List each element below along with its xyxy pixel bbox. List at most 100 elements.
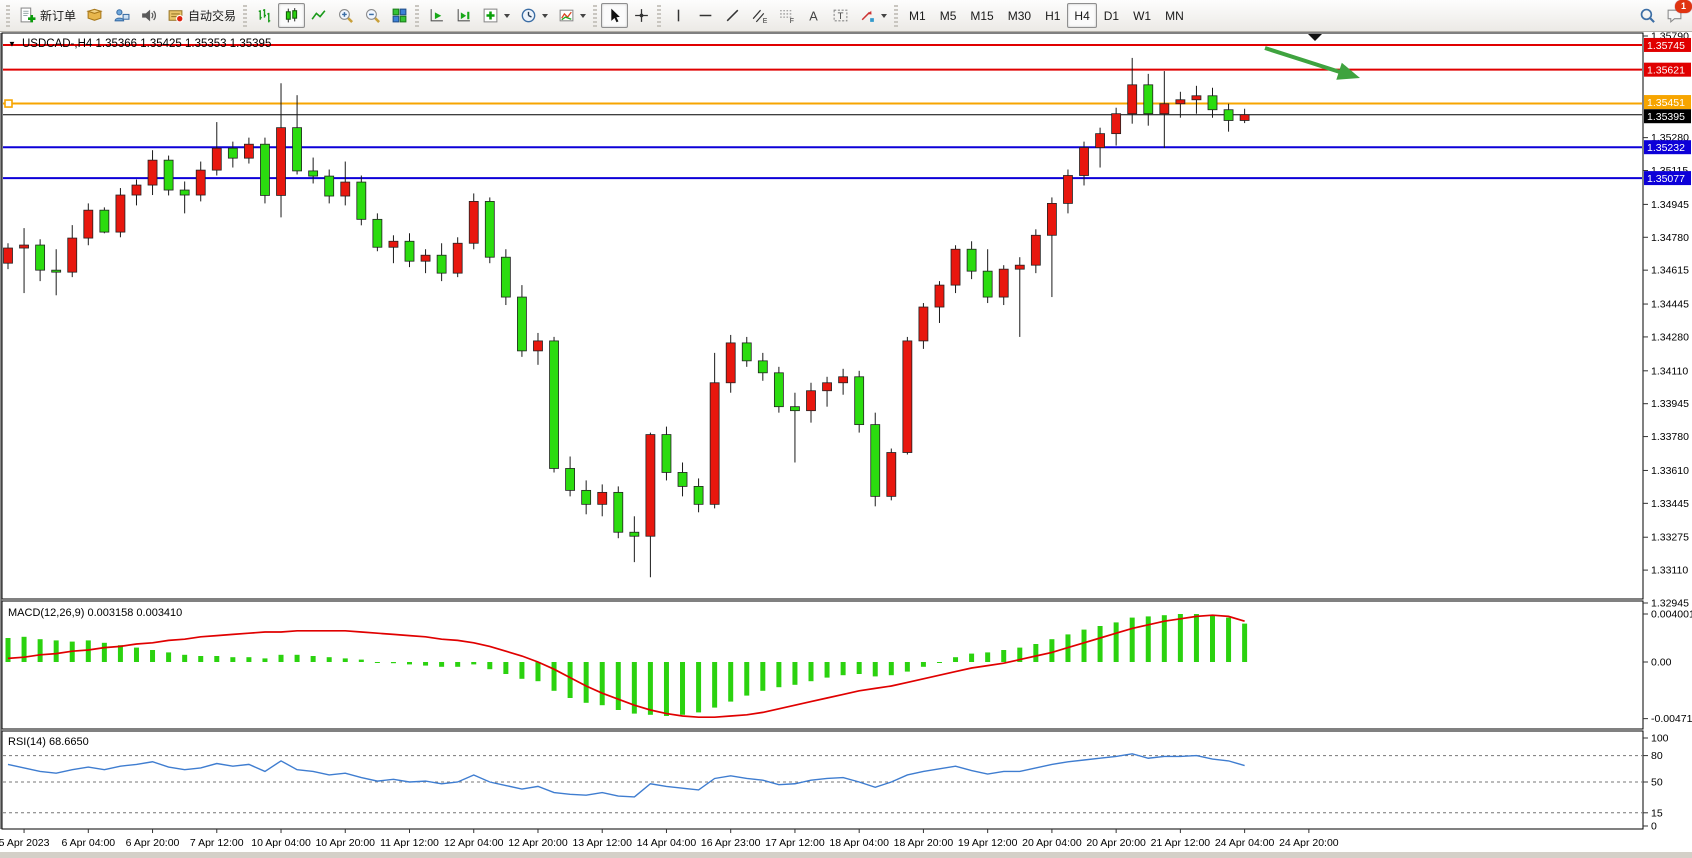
- x-tick-label[interactable]: 18 Apr 04:00: [829, 837, 889, 849]
- alerts-button[interactable]: [135, 3, 162, 28]
- macd-tick-label: 0.004001: [1651, 608, 1692, 620]
- candle: [918, 306, 929, 342]
- timeframe-m15[interactable]: M15: [963, 3, 1000, 28]
- vertical-line-button[interactable]: [665, 3, 692, 28]
- y-tick-label: 1.35790: [1651, 32, 1689, 42]
- tile-windows-button[interactable]: [386, 3, 413, 28]
- toolbar-grip[interactable]: [415, 4, 420, 27]
- symbol-menu-icon[interactable]: ▼: [8, 40, 16, 49]
- x-tick-label[interactable]: 20 Apr 04:00: [1022, 837, 1082, 849]
- x-tick-label[interactable]: 11 Apr 12:00: [380, 837, 439, 849]
- crosshair-icon: [633, 7, 650, 24]
- indicators-icon: [482, 7, 499, 24]
- x-tick-label[interactable]: 17 Apr 12:00: [765, 837, 825, 849]
- toolbar-grip[interactable]: [657, 4, 662, 27]
- x-tick-label[interactable]: 6 Apr 20:00: [126, 837, 180, 849]
- x-tick-label[interactable]: 5 Apr 2023: [0, 837, 50, 849]
- toolbar-grip[interactable]: [593, 4, 598, 27]
- price-scale[interactable]: [1644, 33, 1692, 829]
- x-tick-label[interactable]: 21 Apr 12:00: [1151, 837, 1211, 849]
- macd-bar: [182, 654, 188, 662]
- trend-arrow-head[interactable]: [1336, 62, 1360, 80]
- x-tick-label[interactable]: 24 Apr 04:00: [1215, 837, 1275, 849]
- x-tick-label[interactable]: 10 Apr 20:00: [315, 837, 375, 849]
- periods-button[interactable]: [515, 3, 553, 28]
- x-tick-label[interactable]: 18 Apr 20:00: [894, 837, 954, 849]
- candle: [822, 382, 832, 392]
- toolbar-grip[interactable]: [243, 4, 248, 27]
- macd-bar: [198, 656, 204, 662]
- macd-tick-label: -0.004719: [1651, 713, 1692, 725]
- profiles-button[interactable]: [108, 3, 135, 28]
- line-chart-button[interactable]: [305, 3, 332, 28]
- x-tick-label[interactable]: 20 Apr 20:00: [1086, 837, 1146, 849]
- candle: [51, 269, 62, 273]
- crosshair-button[interactable]: [628, 3, 655, 28]
- templates-dropdown-icon: [580, 13, 587, 18]
- candle: [661, 434, 672, 473]
- trend-arrow[interactable]: [1264, 46, 1344, 75]
- x-tick-label[interactable]: 10 Apr 04:00: [251, 837, 311, 849]
- candle: [517, 296, 527, 352]
- arrows-button[interactable]: [854, 3, 892, 28]
- zoom-in-button[interactable]: [332, 3, 359, 28]
- cursor-button[interactable]: [601, 3, 629, 28]
- x-tick-label[interactable]: 12 Apr 20:00: [508, 837, 568, 849]
- horizontal-line-button[interactable]: [692, 3, 719, 28]
- timeframe-w1[interactable]: W1: [1126, 3, 1158, 28]
- templates-button[interactable]: [553, 3, 591, 28]
- macd-bar: [936, 662, 942, 663]
- timeframe-h4[interactable]: H4: [1067, 3, 1097, 28]
- auto-trading-button[interactable]: 自动交易: [162, 3, 241, 28]
- x-tick-label[interactable]: 16 Apr 23:00: [701, 837, 761, 849]
- new-order-button[interactable]: 新订单: [14, 3, 81, 28]
- notification-badge[interactable]: 1: [1675, 0, 1692, 13]
- chart-canvas[interactable]: ▼ USDCAD-,H4 1.35366 1.35425 1.35353 1.35…: [0, 32, 1692, 858]
- bar-chart-button[interactable]: [251, 3, 278, 28]
- candlestick-chart-button[interactable]: [278, 3, 306, 28]
- macd-bar: [310, 656, 316, 662]
- text-button[interactable]: A: [800, 3, 827, 28]
- macd-pane[interactable]: [1, 600, 1644, 730]
- timeframe-m1[interactable]: M1: [902, 3, 933, 28]
- search-button[interactable]: [1634, 3, 1661, 28]
- candle: [308, 170, 319, 177]
- macd-bar: [358, 659, 364, 662]
- macd-bar: [230, 657, 236, 662]
- x-tick-label[interactable]: 24 Apr 20:00: [1279, 837, 1339, 849]
- line-anchor-handle[interactable]: [4, 99, 13, 108]
- candle: [420, 254, 431, 262]
- trendline-button[interactable]: [719, 3, 746, 28]
- candle: [243, 143, 254, 159]
- timeframe-h1[interactable]: H1: [1038, 3, 1067, 28]
- main-pane[interactable]: [1, 32, 1644, 600]
- candle: [1063, 175, 1073, 204]
- x-tick-label[interactable]: 13 Apr 12:00: [572, 837, 632, 849]
- x-tick-label[interactable]: 7 Apr 12:00: [190, 837, 244, 849]
- timeframe-m5[interactable]: M5: [933, 3, 964, 28]
- new-chart-button[interactable]: [81, 3, 108, 28]
- toolbar-grip[interactable]: [894, 4, 899, 27]
- rsi-pane[interactable]: [1, 730, 1644, 830]
- y-tick-label: 1.33275: [1651, 532, 1689, 544]
- auto-scroll-button[interactable]: [423, 3, 450, 28]
- x-tick-label[interactable]: 12 Apr 04:00: [444, 837, 504, 849]
- timeframe-m30[interactable]: M30: [1001, 3, 1038, 28]
- text-label-button[interactable]: T: [827, 3, 854, 28]
- equidistant-channel-button[interactable]: E: [746, 3, 773, 28]
- macd-bar: [744, 662, 750, 696]
- trendline-icon: [724, 7, 741, 24]
- rsi-tick-label: 50: [1651, 777, 1663, 789]
- timeframe-d1[interactable]: D1: [1097, 3, 1126, 28]
- macd-bar: [551, 662, 557, 691]
- x-tick-label[interactable]: 19 Apr 12:00: [958, 837, 1018, 849]
- zoom-out-button[interactable]: [359, 3, 386, 28]
- timeframe-mn[interactable]: MN: [1158, 3, 1191, 28]
- toolbar-grip[interactable]: [6, 4, 10, 27]
- x-tick-label[interactable]: 6 Apr 04:00: [61, 837, 115, 849]
- chart-shift-button[interactable]: [450, 3, 477, 28]
- x-tick-label[interactable]: 14 Apr 04:00: [637, 837, 697, 849]
- macd-bar: [117, 645, 123, 662]
- fibonacci-button[interactable]: F: [773, 3, 800, 28]
- indicators-button[interactable]: [477, 3, 515, 28]
